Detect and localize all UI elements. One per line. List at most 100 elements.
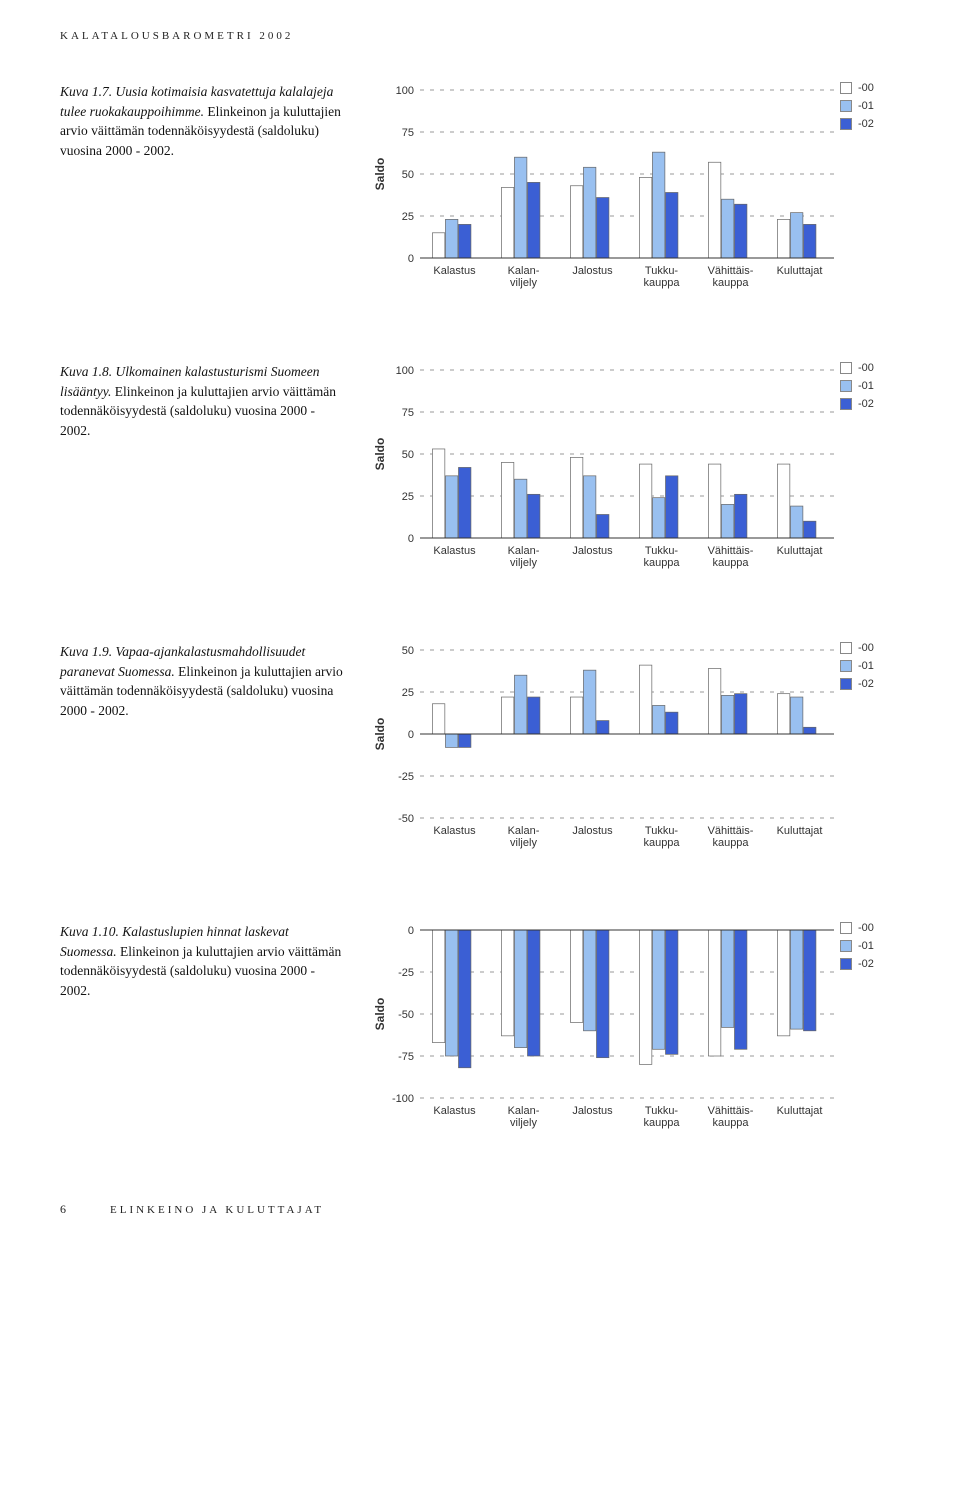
figure-caption: Kuva 1.9. Vapaa-ajankalastusmahdollisuud… bbox=[60, 642, 346, 720]
legend-item: -02 bbox=[840, 958, 900, 970]
svg-text:Kalan-: Kalan- bbox=[508, 825, 540, 837]
svg-text:Vähittäis-: Vähittäis- bbox=[708, 825, 754, 837]
legend-item: -00 bbox=[840, 82, 900, 94]
legend-label: -01 bbox=[858, 940, 874, 952]
svg-text:Kuluttajat: Kuluttajat bbox=[777, 265, 823, 277]
svg-text:viljely: viljely bbox=[510, 837, 537, 849]
figure-caption: Kuva 1.7. Uusia kotimaisia kasvatettuja … bbox=[60, 82, 346, 160]
svg-text:0: 0 bbox=[408, 925, 414, 937]
svg-text:Jalostus: Jalostus bbox=[572, 1105, 613, 1117]
svg-text:25: 25 bbox=[402, 211, 414, 223]
legend-item: -00 bbox=[840, 362, 900, 374]
chart-legend: -00 -01 -02 bbox=[840, 642, 900, 862]
svg-text:75: 75 bbox=[402, 127, 414, 139]
legend-label: -01 bbox=[858, 100, 874, 112]
legend-item: -02 bbox=[840, 398, 900, 410]
page-number: 6 bbox=[60, 1202, 80, 1217]
legend-label: -00 bbox=[858, 922, 874, 934]
legend-item: -02 bbox=[840, 678, 900, 690]
svg-text:0: 0 bbox=[408, 729, 414, 741]
chart-wrap: 0 25 50 75 100 Saldo Kalastus Kalan-viljely Jalo… bbox=[370, 82, 900, 302]
svg-text:50: 50 bbox=[402, 645, 414, 657]
svg-text:-75: -75 bbox=[398, 1051, 414, 1063]
legend-swatch bbox=[840, 82, 852, 94]
svg-text:Vähittäis-: Vähittäis- bbox=[708, 545, 754, 557]
svg-text:Kalan-: Kalan- bbox=[508, 1105, 540, 1117]
chart-kuva110: -100-75-50-250SaldoKalastusKalan-viljely… bbox=[370, 922, 840, 1142]
page-header: KALATALOUSBAROMETRI 2002 bbox=[60, 30, 900, 42]
chart-wrap: -100-75-50-250SaldoKalastusKalan-viljely… bbox=[370, 922, 900, 1142]
legend-label: -01 bbox=[858, 660, 874, 672]
legend-label: -02 bbox=[858, 118, 874, 130]
legend-swatch bbox=[840, 398, 852, 410]
legend-item: -01 bbox=[840, 660, 900, 672]
svg-text:viljely: viljely bbox=[510, 557, 537, 569]
svg-text:-100: -100 bbox=[392, 1093, 414, 1105]
svg-text:Saldo: Saldo bbox=[373, 158, 387, 191]
svg-text:kauppa: kauppa bbox=[643, 1117, 680, 1129]
chart-wrap: 0255075100SaldoKalastusKalan-viljelyJalo… bbox=[370, 362, 900, 582]
legend-label: -01 bbox=[858, 380, 874, 392]
svg-text:100: 100 bbox=[396, 85, 414, 97]
svg-text:Kalan-: Kalan- bbox=[508, 545, 540, 557]
footer-section: ELINKEINO JA KULUTTAJAT bbox=[110, 1204, 324, 1216]
svg-text:Saldo: Saldo bbox=[373, 438, 387, 471]
legend-label: -02 bbox=[858, 958, 874, 970]
svg-text:Jalostus: Jalostus bbox=[572, 545, 613, 557]
svg-text:Jalostus: Jalostus bbox=[572, 825, 613, 837]
figure-caption: Kuva 1.10. Kalastuslupien hinnat laskeva… bbox=[60, 922, 346, 1000]
svg-text:kauppa: kauppa bbox=[712, 557, 749, 569]
legend-item: -01 bbox=[840, 100, 900, 112]
svg-text:viljely: viljely bbox=[510, 1117, 537, 1129]
svg-text:Tukku-: Tukku- bbox=[645, 265, 679, 277]
legend-swatch bbox=[840, 660, 852, 672]
svg-text:Jalostus: Jalostus bbox=[572, 265, 613, 277]
svg-text:Saldo: Saldo bbox=[373, 998, 387, 1031]
svg-text:Kalastus: Kalastus bbox=[433, 825, 476, 837]
chart-legend: -00 -01 -02 bbox=[840, 922, 900, 1142]
svg-text:Kalastus: Kalastus bbox=[433, 545, 476, 557]
svg-text:75: 75 bbox=[402, 407, 414, 419]
svg-text:0: 0 bbox=[408, 533, 414, 545]
svg-text:25: 25 bbox=[402, 491, 414, 503]
svg-text:100: 100 bbox=[396, 365, 414, 377]
legend-item: -01 bbox=[840, 380, 900, 392]
figure-row: Kuva 1.9. Vapaa-ajankalastusmahdollisuud… bbox=[60, 642, 900, 862]
svg-text:-25: -25 bbox=[398, 967, 414, 979]
legend-item: -00 bbox=[840, 642, 900, 654]
chart-legend: -00 -01 -02 bbox=[840, 362, 900, 582]
svg-text:50: 50 bbox=[402, 169, 414, 181]
figure-row: Kuva 1.10. Kalastuslupien hinnat laskeva… bbox=[60, 922, 900, 1142]
figure-row: Kuva 1.8. Ulkomainen kalastusturismi Suo… bbox=[60, 362, 900, 582]
page-footer: 6 ELINKEINO JA KULUTTAJAT bbox=[60, 1202, 900, 1217]
legend-swatch bbox=[840, 922, 852, 934]
legend-item: -02 bbox=[840, 118, 900, 130]
figure-caption: Kuva 1.8. Ulkomainen kalastusturismi Suo… bbox=[60, 362, 346, 440]
legend-label: -02 bbox=[858, 398, 874, 410]
svg-text:kauppa: kauppa bbox=[712, 1117, 749, 1129]
svg-text:Tukku-: Tukku- bbox=[645, 1105, 679, 1117]
svg-text:Kalastus: Kalastus bbox=[433, 1105, 476, 1117]
svg-text:kauppa: kauppa bbox=[712, 277, 749, 289]
figure-row: Kuva 1.7. Uusia kotimaisia kasvatettuja … bbox=[60, 82, 900, 302]
legend-swatch bbox=[840, 380, 852, 392]
svg-text:0: 0 bbox=[408, 253, 414, 265]
legend-swatch bbox=[840, 118, 852, 130]
legend-swatch bbox=[840, 678, 852, 690]
svg-text:viljely: viljely bbox=[510, 277, 537, 289]
chart-kuva19: -50-2502550SaldoKalastusKalan-viljelyJal… bbox=[370, 642, 840, 862]
legend-swatch bbox=[840, 642, 852, 654]
chart-wrap: -50-2502550SaldoKalastusKalan-viljelyJal… bbox=[370, 642, 900, 862]
svg-text:Tukku-: Tukku- bbox=[645, 545, 679, 557]
svg-text:kauppa: kauppa bbox=[643, 557, 680, 569]
svg-text:Kalan-: Kalan- bbox=[508, 265, 540, 277]
legend-swatch bbox=[840, 958, 852, 970]
svg-text:25: 25 bbox=[402, 687, 414, 699]
svg-text:kauppa: kauppa bbox=[712, 837, 749, 849]
svg-text:Vähittäis-: Vähittäis- bbox=[708, 265, 754, 277]
svg-text:kauppa: kauppa bbox=[643, 277, 680, 289]
legend-label: -00 bbox=[858, 642, 874, 654]
svg-text:Kalastus: Kalastus bbox=[433, 265, 476, 277]
svg-text:Kuluttajat: Kuluttajat bbox=[777, 1105, 823, 1117]
legend-label: -02 bbox=[858, 678, 874, 690]
